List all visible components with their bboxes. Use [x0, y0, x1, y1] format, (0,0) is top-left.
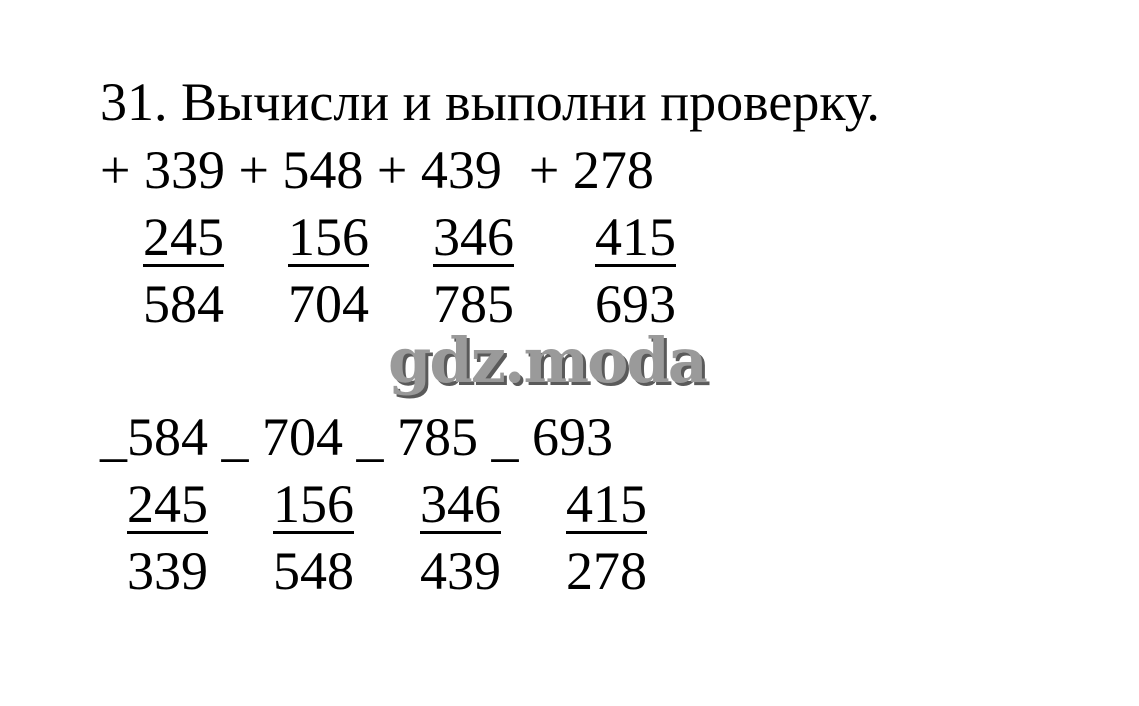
subtraction-subtrahend: 156 — [273, 474, 354, 534]
addition-result: 785 — [433, 274, 514, 334]
subtraction-result: 339 — [127, 541, 208, 601]
subtraction-result: 439 — [420, 541, 501, 601]
addition-second-operand: 415 — [595, 207, 676, 267]
addition-result: 693 — [595, 274, 676, 334]
addition-result: 584 — [143, 274, 224, 334]
subtraction-subtrahend: 245 — [127, 474, 208, 534]
subtraction-subtrahend: 415 — [566, 474, 647, 534]
subtraction-minuends-row: _584 _ 704 _ 785 _ 693 — [100, 407, 613, 467]
addition-second-operand: 346 — [433, 207, 514, 267]
addition-second-operand: 245 — [143, 207, 224, 267]
subtraction-result: 548 — [273, 541, 354, 601]
watermark-logo: gdz.moda — [388, 324, 708, 397]
addition-result: 704 — [288, 274, 369, 334]
task-title: 31. Вычисли и выполни проверку. — [100, 72, 880, 132]
addition-operands-row: + 339 + 548 + 439 + 278 — [100, 140, 654, 200]
subtraction-result: 278 — [566, 541, 647, 601]
addition-second-operand: 156 — [288, 207, 369, 267]
subtraction-subtrahend: 346 — [420, 474, 501, 534]
